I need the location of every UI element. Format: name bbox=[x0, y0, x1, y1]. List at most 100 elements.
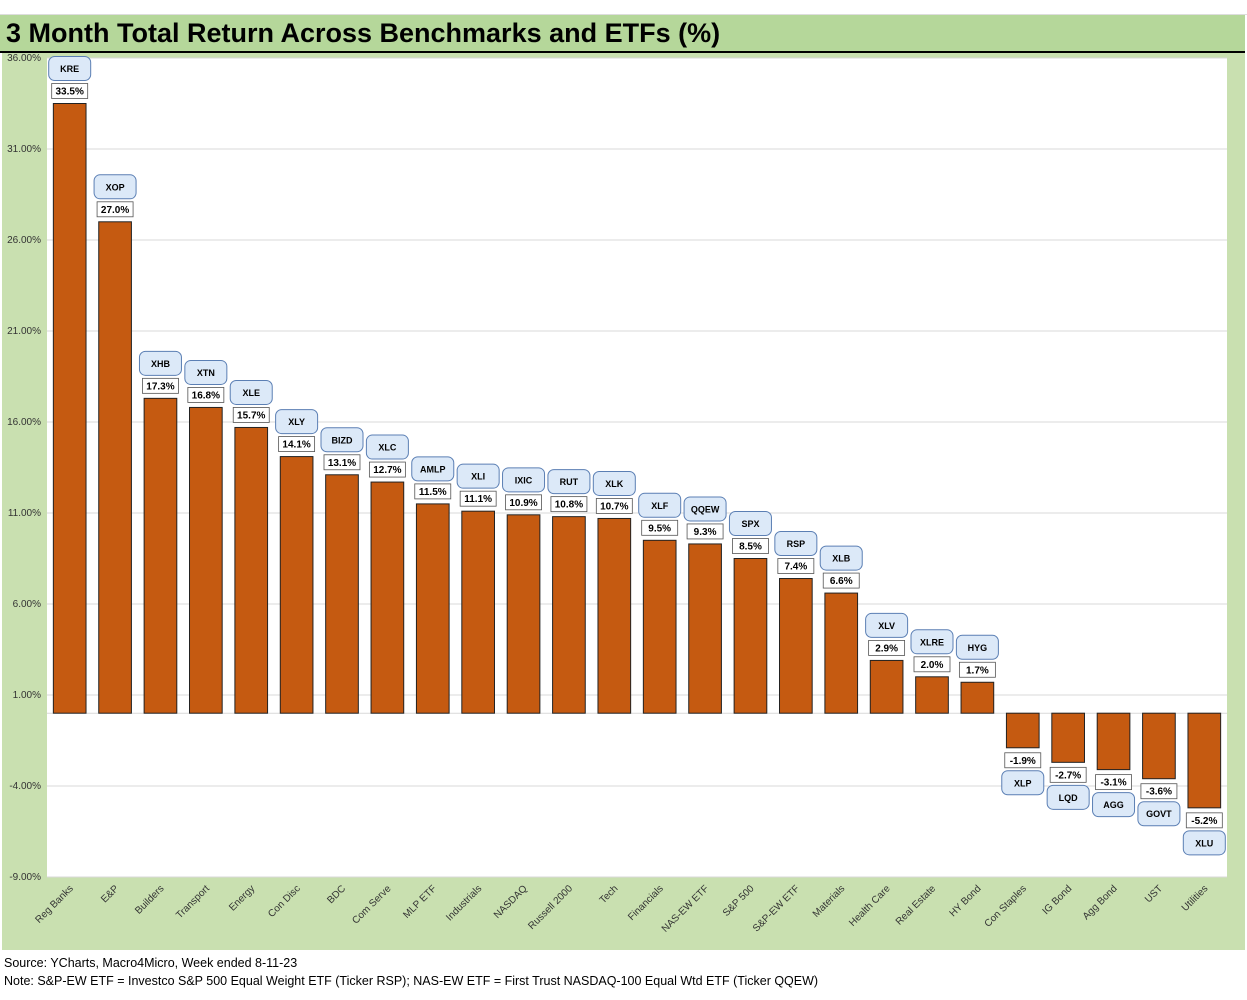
value-label: 1.7% bbox=[966, 665, 989, 676]
ticker-callout bbox=[365, 434, 409, 460]
x-tick-label: Financials bbox=[626, 883, 666, 923]
x-tick-label: S&P 500 bbox=[721, 883, 757, 919]
value-label-box bbox=[595, 498, 633, 514]
bar bbox=[1187, 712, 1222, 809]
x-tick-label: HY Bond bbox=[948, 883, 984, 919]
ticker-callout bbox=[1092, 792, 1136, 818]
ticker-label: AMLP bbox=[420, 464, 446, 474]
ticker-label: XLRE bbox=[920, 637, 944, 647]
value-label-box bbox=[958, 661, 996, 678]
value-label: 17.3% bbox=[146, 381, 174, 392]
ticker-callout bbox=[638, 492, 682, 518]
value-label-box bbox=[142, 377, 179, 394]
bar bbox=[325, 474, 359, 714]
value-label: 10.7% bbox=[600, 501, 628, 512]
bar bbox=[143, 397, 178, 714]
value-label: 2.9% bbox=[875, 643, 898, 654]
ticker-callout bbox=[547, 469, 591, 495]
value-label: 6.6% bbox=[830, 576, 853, 587]
ticker-label: QQEW bbox=[691, 504, 720, 514]
ticker-callout bbox=[1182, 830, 1226, 856]
bar bbox=[824, 592, 859, 714]
ticker-callout bbox=[456, 463, 500, 489]
ticker-callout bbox=[184, 359, 228, 385]
y-tick-label: 1.00% bbox=[13, 690, 41, 701]
x-tick-label: Energy bbox=[227, 883, 257, 913]
x-tick-label: UST bbox=[1143, 883, 1165, 905]
x-tick-label: E&P bbox=[99, 883, 121, 905]
footer-source: Source: YCharts, Macro4Micro, Week ended… bbox=[4, 956, 298, 970]
ticker-callout bbox=[48, 56, 92, 81]
y-tick-label: -9.00% bbox=[9, 872, 41, 883]
ticker-callout bbox=[320, 427, 364, 453]
ticker-label: XLY bbox=[288, 417, 305, 427]
bar bbox=[189, 406, 223, 714]
value-label-box bbox=[323, 454, 361, 471]
ticker-label: XLK bbox=[605, 479, 624, 489]
value-label-box bbox=[459, 490, 497, 507]
ticker-label: XLV bbox=[878, 621, 895, 631]
value-label: 33.5% bbox=[56, 87, 84, 98]
value-label: 9.5% bbox=[648, 523, 671, 534]
bar bbox=[234, 426, 269, 714]
bar bbox=[960, 681, 995, 714]
value-label-box bbox=[1004, 752, 1042, 769]
value-label: 11.5% bbox=[419, 487, 447, 498]
ticker-label: XLB bbox=[832, 554, 851, 564]
ticker-callout bbox=[865, 612, 909, 638]
value-label-box bbox=[777, 558, 815, 574]
bar bbox=[1005, 712, 1040, 749]
value-label: 14.1% bbox=[282, 440, 310, 451]
x-tick-label: Industrials bbox=[444, 883, 484, 923]
bar bbox=[552, 516, 586, 714]
x-tick-label: NAS-EW ETF bbox=[660, 883, 711, 934]
bar bbox=[415, 503, 450, 714]
value-label: 12.7% bbox=[373, 465, 401, 476]
ticker-label: BIZD bbox=[332, 435, 353, 445]
value-label: 27.0% bbox=[101, 205, 129, 216]
value-label: 8.5% bbox=[739, 542, 762, 553]
y-tick-label: 31.00% bbox=[7, 144, 41, 155]
y-tick-label: 16.00% bbox=[7, 417, 41, 428]
ticker-label: XLU bbox=[1195, 838, 1213, 848]
x-tick-label: Con Disc bbox=[266, 883, 302, 919]
value-label: 11.1% bbox=[464, 494, 492, 505]
value-label-box bbox=[822, 572, 860, 589]
x-tick-label: IG Bond bbox=[1041, 883, 1075, 917]
ticker-label: XLE bbox=[242, 388, 260, 398]
bar bbox=[1051, 712, 1085, 763]
ticker-callout bbox=[138, 350, 182, 376]
x-tick-label: Builders bbox=[133, 883, 166, 916]
x-tick-label: Russell 2000 bbox=[526, 883, 575, 932]
value-label-box bbox=[641, 519, 679, 536]
x-tick-label: S&P-EW ETF bbox=[751, 883, 802, 934]
y-tick-label: -4.00% bbox=[9, 781, 41, 792]
ticker-callout bbox=[910, 629, 954, 655]
bar bbox=[779, 578, 813, 714]
ticker-callout bbox=[774, 531, 818, 557]
x-tick-label: Utilities bbox=[1180, 883, 1211, 914]
x-tick-label: NASDAQ bbox=[492, 883, 530, 921]
x-tick-label: Tech bbox=[598, 883, 621, 906]
ticker-label: SPX bbox=[741, 519, 759, 529]
bar bbox=[52, 103, 87, 714]
bar bbox=[597, 517, 632, 714]
x-tick-label: Com Serve bbox=[350, 883, 393, 926]
value-label-box bbox=[232, 407, 270, 423]
bar bbox=[1142, 712, 1176, 780]
x-tick-label: Agg Bond bbox=[1081, 883, 1120, 922]
ticker-label: RSP bbox=[787, 539, 806, 549]
x-tick-label: Materials bbox=[811, 883, 847, 919]
value-label-box bbox=[1095, 774, 1132, 791]
value-label-box bbox=[51, 83, 89, 99]
ticker-label: XOP bbox=[106, 182, 125, 192]
value-label: -1.9% bbox=[1010, 756, 1036, 767]
ticker-callout bbox=[1046, 784, 1090, 810]
value-label: 2.0% bbox=[921, 660, 944, 671]
ticker-label: XLF bbox=[651, 501, 669, 511]
x-tick-label: Con Staples bbox=[983, 883, 1029, 929]
y-tick-label: 11.00% bbox=[8, 508, 41, 519]
value-label-box bbox=[1185, 812, 1223, 829]
value-label-box bbox=[414, 483, 452, 500]
value-label: -5.2% bbox=[1191, 816, 1217, 827]
